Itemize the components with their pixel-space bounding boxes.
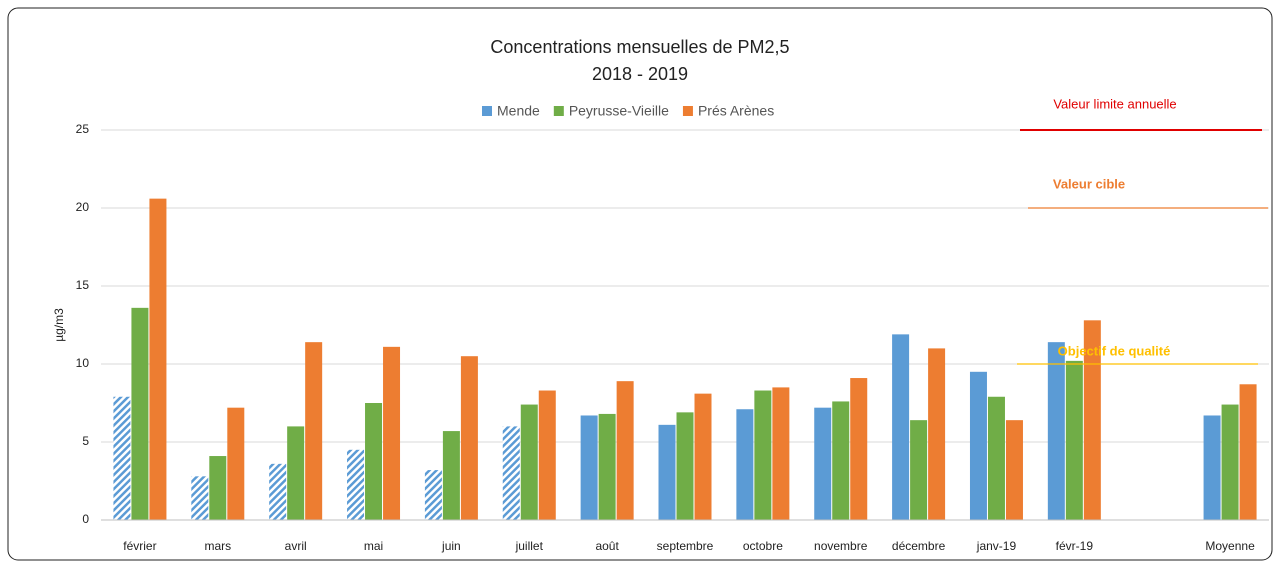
bar: [754, 390, 772, 520]
y-tick-label: 5: [82, 434, 89, 448]
bar: [772, 387, 790, 520]
y-axis-label: µg/m3: [52, 308, 66, 342]
bar: [347, 449, 365, 520]
bar: [191, 476, 209, 520]
bar: [1005, 420, 1023, 520]
bar: [113, 396, 131, 520]
bar: [928, 348, 946, 520]
reference-label: Valeur cible: [1053, 176, 1125, 191]
x-tick-label: juillet: [515, 539, 544, 553]
x-tick-label: août: [595, 539, 619, 553]
bar: [442, 431, 460, 520]
bar: [832, 401, 850, 520]
x-tick-label: septembre: [657, 539, 714, 553]
bar: [892, 334, 910, 520]
bar: [598, 413, 616, 520]
bar: [1047, 342, 1065, 520]
bar: [1203, 415, 1221, 520]
bar: [383, 346, 401, 520]
y-tick-label: 15: [76, 278, 90, 292]
bar: [287, 426, 305, 520]
bar: [460, 356, 478, 520]
bar: [365, 403, 383, 520]
y-tick-label: 25: [76, 122, 90, 136]
bar: [1065, 360, 1083, 520]
bar: [694, 393, 712, 520]
legend-swatch: [482, 106, 492, 116]
x-tick-label: mai: [364, 539, 383, 553]
legend-swatch: [682, 106, 693, 116]
bar: [149, 198, 167, 520]
legend-label: Peyrusse-Vieille: [569, 103, 669, 119]
bar: [502, 426, 520, 520]
reference-label: Objectif de qualité: [1058, 343, 1171, 358]
chart-subtitle: 2018 - 2019: [592, 64, 688, 84]
bar: [676, 412, 694, 520]
x-tick-label: juin: [441, 539, 461, 553]
bar: [209, 456, 227, 520]
chart-title: Concentrations mensuelles de PM2,5: [490, 37, 789, 57]
bar: [969, 371, 987, 520]
bar: [227, 407, 245, 520]
x-tick-label: février: [123, 539, 156, 553]
bar: [424, 470, 442, 520]
x-tick-label: décembre: [892, 539, 946, 553]
bar: [520, 404, 538, 520]
y-tick-label: 10: [76, 356, 90, 370]
bar: [616, 381, 634, 520]
bar: [580, 415, 598, 520]
frame: [7, 7, 1273, 561]
bar: [850, 378, 868, 520]
bar: [305, 342, 323, 520]
x-tick-label: novembre: [814, 539, 868, 553]
bar: [658, 424, 676, 520]
x-tick-label: octobre: [743, 539, 783, 553]
bar: [1239, 384, 1257, 520]
bar: [1083, 320, 1101, 520]
x-tick-label: mars: [204, 539, 231, 553]
x-tick-label: janv-19: [976, 539, 1017, 553]
bar: [736, 409, 754, 520]
x-tick-label: Moyenne: [1205, 539, 1255, 553]
reference-label: Valeur limite annuelle: [1053, 96, 1176, 111]
bar: [538, 390, 556, 520]
legend-label: Prés Arènes: [698, 103, 774, 119]
y-tick-label: 0: [82, 512, 89, 526]
bar: [814, 407, 832, 520]
y-tick-label: 20: [76, 200, 90, 214]
legend-swatch: [553, 106, 564, 116]
x-tick-label: avril: [285, 539, 307, 553]
bar: [1221, 404, 1239, 520]
legend-label: Mende: [497, 103, 540, 119]
bar: [910, 420, 928, 520]
bar: [269, 463, 287, 520]
bar: [987, 396, 1005, 520]
bar: [131, 307, 149, 520]
x-tick-label: févr-19: [1056, 539, 1094, 553]
